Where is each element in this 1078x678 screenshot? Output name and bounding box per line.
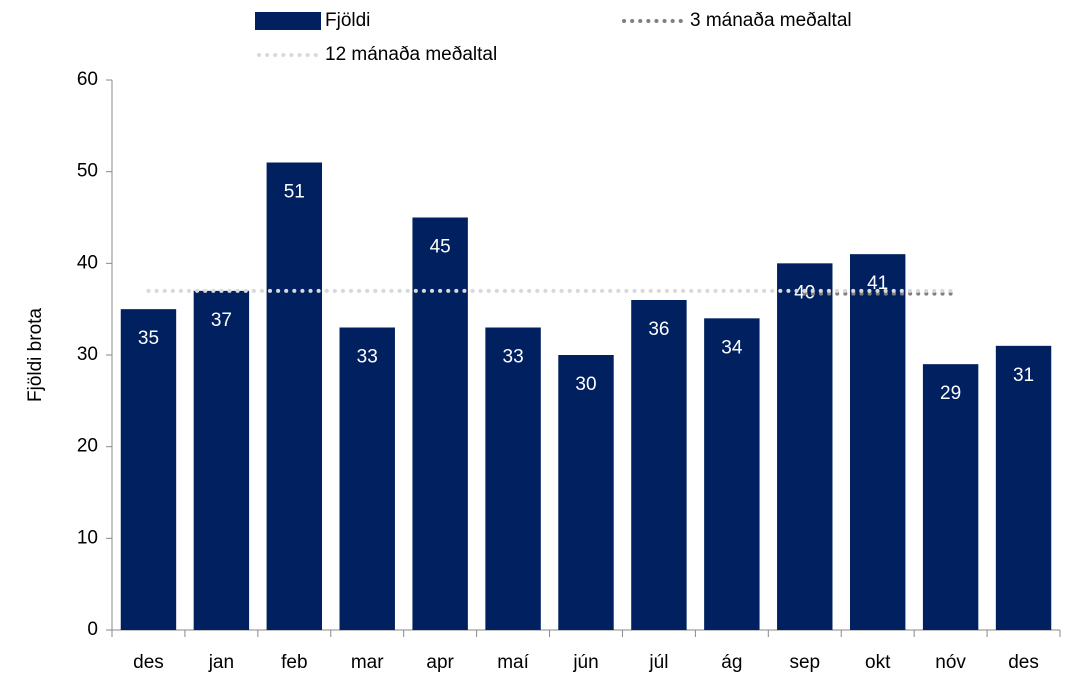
data-label: 36 bbox=[648, 319, 669, 340]
x-tick-label: ág bbox=[721, 652, 742, 673]
data-label: 51 bbox=[284, 182, 305, 203]
y-tick-label: 10 bbox=[77, 527, 98, 548]
x-tick-label: jan bbox=[208, 652, 234, 673]
x-tick-label: mar bbox=[351, 652, 384, 673]
y-tick-label: 20 bbox=[77, 436, 98, 457]
bar bbox=[339, 327, 395, 630]
x-tick-label: okt bbox=[865, 652, 891, 673]
x-tick-label: júl bbox=[648, 652, 668, 673]
data-label: 33 bbox=[357, 347, 378, 368]
data-label: 29 bbox=[940, 383, 961, 404]
x-tick-label: maí bbox=[497, 652, 529, 673]
bar bbox=[485, 327, 541, 630]
x-tick-label: jún bbox=[572, 652, 598, 673]
data-label: 30 bbox=[575, 374, 596, 395]
data-label: 37 bbox=[211, 310, 232, 331]
bar bbox=[849, 254, 906, 630]
x-tick-label: feb bbox=[281, 652, 307, 673]
data-label: 31 bbox=[1013, 365, 1034, 386]
y-axis-label: Fjöldi brota bbox=[25, 308, 46, 402]
legend-label: 3 mánaða meðaltal bbox=[690, 10, 852, 31]
bar bbox=[193, 290, 250, 630]
y-tick-label: 60 bbox=[77, 69, 98, 90]
bar bbox=[922, 364, 979, 630]
data-label: 41 bbox=[867, 273, 888, 294]
legend-label: Fjöldi bbox=[325, 10, 370, 31]
x-tick-label: des bbox=[133, 652, 164, 673]
legend-label: 12 mánaða meðaltal bbox=[325, 44, 497, 65]
y-tick-label: 0 bbox=[87, 619, 98, 640]
data-label: 45 bbox=[430, 237, 451, 258]
bar bbox=[995, 345, 1052, 630]
bar bbox=[120, 309, 177, 630]
x-tick-label: apr bbox=[426, 652, 454, 673]
x-tick-label: nóv bbox=[935, 652, 966, 673]
bar bbox=[558, 355, 614, 630]
bar bbox=[777, 263, 833, 630]
bar bbox=[266, 162, 323, 630]
y-tick-label: 30 bbox=[77, 344, 98, 365]
x-tick-label: des bbox=[1008, 652, 1039, 673]
bar bbox=[704, 318, 760, 630]
data-label: 35 bbox=[138, 328, 159, 349]
data-label: 33 bbox=[503, 347, 524, 368]
legend-swatch bbox=[255, 12, 321, 30]
y-tick-label: 50 bbox=[77, 161, 98, 182]
x-tick-label: sep bbox=[789, 652, 820, 673]
data-label: 34 bbox=[721, 337, 743, 358]
y-tick-label: 40 bbox=[77, 252, 98, 273]
bar bbox=[412, 217, 468, 630]
bar bbox=[631, 300, 687, 630]
